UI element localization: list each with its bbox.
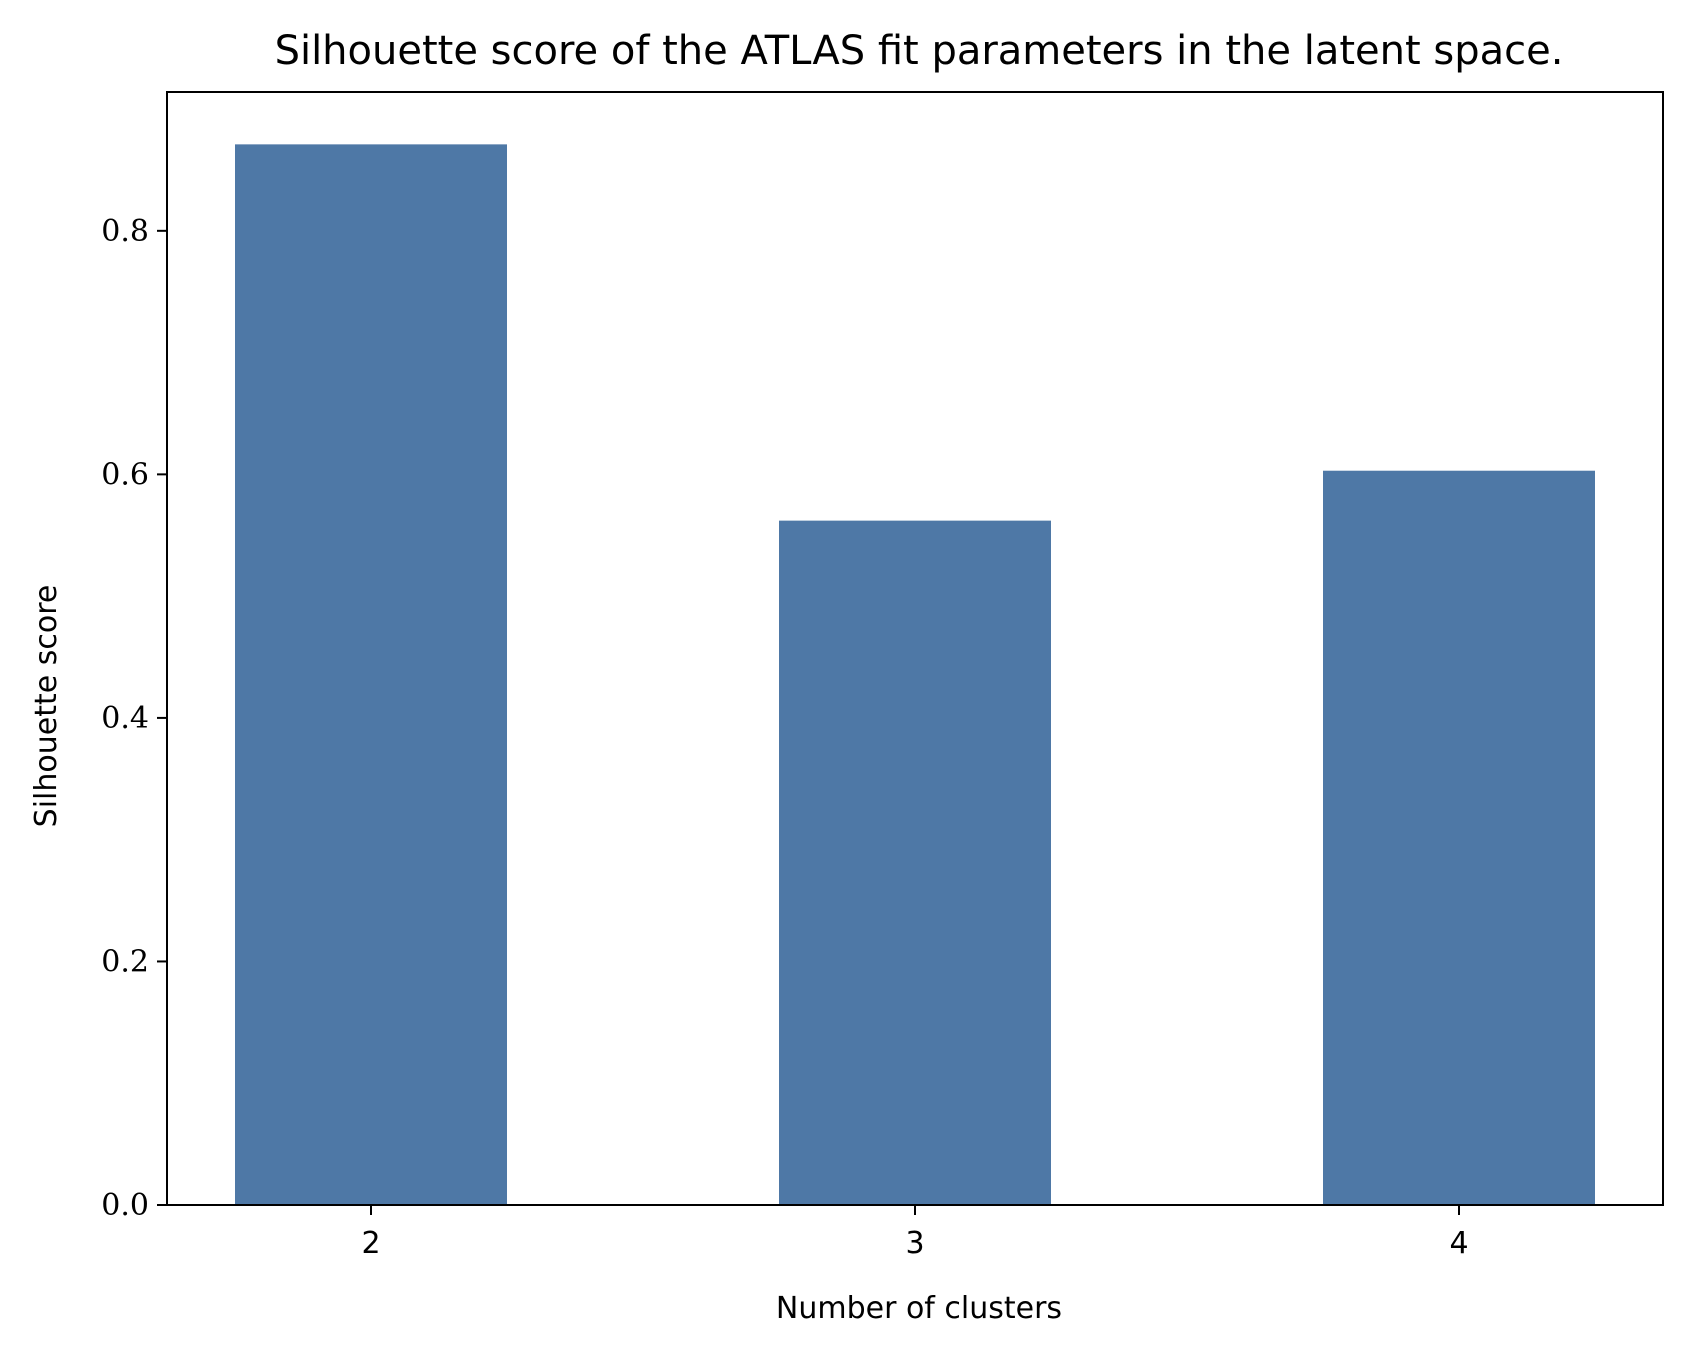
x-axis-label: Number of clusters xyxy=(776,1291,1062,1326)
bars-group xyxy=(235,144,1595,1205)
bar-3 xyxy=(779,520,1051,1205)
x-tick-label: 3 xyxy=(905,1226,924,1261)
y-tick-label: 0.6 xyxy=(101,457,149,492)
bar-4 xyxy=(1323,470,1595,1205)
y-tick-label: 0.4 xyxy=(101,701,149,736)
y-tick-label: 0.2 xyxy=(101,944,149,979)
y-tick-label: 0.0 xyxy=(101,1188,149,1223)
plot-frame xyxy=(166,91,1664,1206)
x-ticks-group: 2 3 4 xyxy=(361,1205,1469,1261)
x-tick-label: 4 xyxy=(1449,1226,1468,1261)
bar-2 xyxy=(235,144,507,1205)
y-tick-label: 0.8 xyxy=(101,214,149,249)
y-ticks-group: 0.0 0.2 0.4 0.6 0.8 xyxy=(101,214,167,1223)
chart-title: Silhouette score of the ATLAS fit parame… xyxy=(275,28,1564,74)
y-axis-label: Silhouette score xyxy=(29,585,64,828)
x-tick-label: 2 xyxy=(361,1226,380,1261)
